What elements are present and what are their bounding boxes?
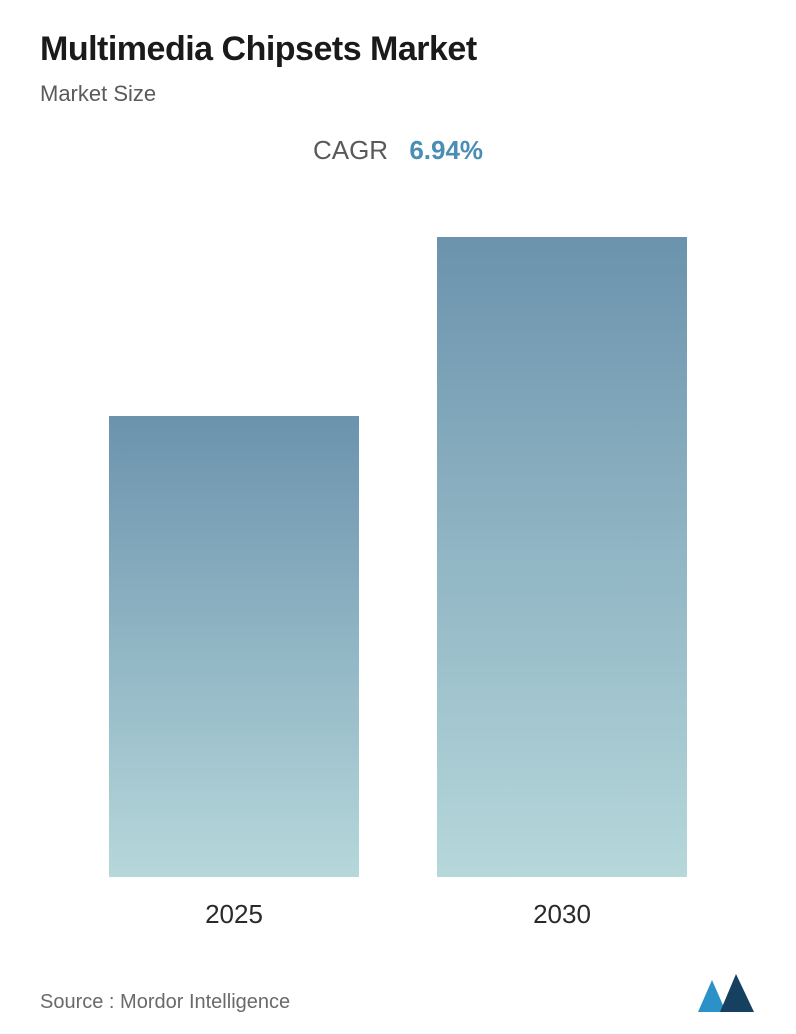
bar-1	[437, 237, 687, 877]
bar-group-1: 2030	[437, 237, 687, 930]
bar-group-0: 2025	[109, 416, 359, 930]
bar-label-0: 2025	[205, 899, 263, 930]
footer: Source : Mordor Intelligence	[40, 960, 756, 1014]
cagr-value: 6.94%	[409, 135, 483, 165]
chart-title: Multimedia Chipsets Market	[40, 30, 756, 69]
chart-subtitle: Market Size	[40, 81, 756, 107]
cagr-row: CAGR 6.94%	[40, 135, 756, 166]
logo-icon	[696, 970, 756, 1014]
infographic-container: Multimedia Chipsets Market Market Size C…	[0, 0, 796, 1034]
cagr-label: CAGR	[313, 135, 388, 165]
bar-0	[109, 416, 359, 877]
chart-area: 2025 2030	[40, 206, 756, 930]
source-text: Source : Mordor Intelligence	[40, 991, 290, 1014]
bar-label-1: 2030	[533, 899, 591, 930]
